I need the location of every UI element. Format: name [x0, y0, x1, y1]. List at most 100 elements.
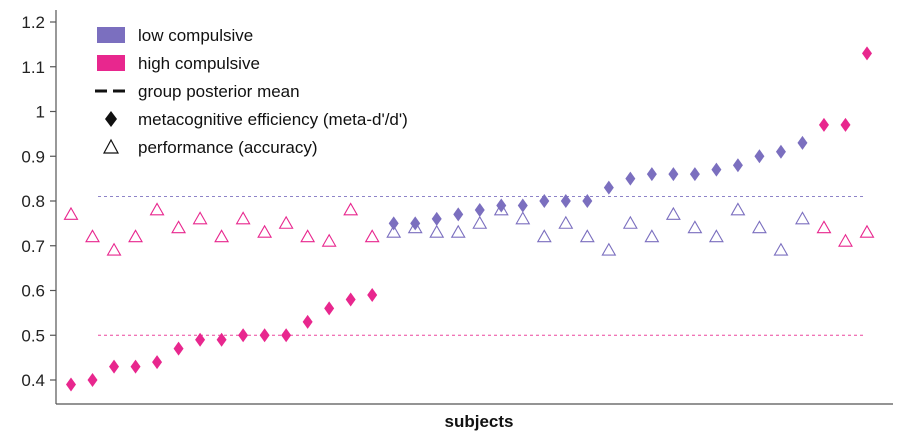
efficiency-point — [711, 162, 722, 177]
accuracy-point — [665, 206, 681, 220]
efficiency-point — [324, 301, 335, 316]
legend-label: low compulsive — [138, 26, 253, 45]
efficiency-point — [582, 194, 593, 208]
efficiency-point — [732, 158, 743, 173]
legend-swatch — [97, 55, 125, 71]
accuracy-point — [343, 202, 359, 216]
accuracy-point — [214, 229, 230, 243]
x-axis-label: subjects — [445, 412, 514, 431]
y-tick-label: 0.5 — [21, 326, 45, 345]
y-tick-label: 0.7 — [21, 237, 45, 256]
accuracy-point — [235, 211, 251, 225]
accuracy-point — [364, 229, 380, 243]
y-tick-label: 0.9 — [21, 147, 45, 166]
efficiency-point — [539, 194, 550, 208]
accuracy-point — [579, 229, 595, 243]
accuracy-point — [558, 215, 574, 229]
accuracy-point — [515, 211, 531, 225]
accuracy-point — [708, 229, 724, 243]
efficiency-point — [560, 194, 571, 208]
efficiency-point — [130, 359, 141, 374]
y-tick-label: 0.4 — [21, 371, 45, 390]
axes: 0.4 0.5 0.6 0.7 0.8 0.9 1 1.1 1.2 — [21, 10, 893, 405]
legend-label: group posterior mean — [138, 82, 300, 101]
accuracy-point — [106, 242, 122, 256]
efficiency-point — [668, 167, 679, 182]
efficiency-point — [818, 117, 829, 132]
efficiency-point — [410, 216, 421, 231]
legend-label: metacognitive efficiency (meta-d'/d') — [138, 110, 408, 129]
accuracy-point — [493, 202, 509, 216]
efficiency-point — [754, 149, 765, 164]
accuracy-point — [687, 220, 703, 234]
accuracy-point — [300, 229, 316, 243]
efficiency-point — [517, 198, 528, 213]
group-mean-lines — [98, 196, 866, 336]
efficiency-point — [474, 202, 485, 217]
y-tick-label: 1.1 — [21, 58, 45, 77]
efficiency-point — [603, 180, 614, 195]
efficiency-point — [431, 211, 442, 226]
efficiency-point — [281, 328, 292, 343]
accuracy-point — [773, 242, 789, 256]
efficiency-point — [388, 216, 399, 231]
accuracy-point — [795, 211, 810, 225]
accuracy-point — [622, 215, 638, 229]
efficiency-point — [646, 167, 657, 182]
efficiency-point — [216, 332, 227, 347]
legend-label: high compulsive — [138, 54, 260, 73]
y-tick-label: 1 — [36, 103, 45, 122]
accuracy-point — [85, 229, 100, 243]
efficiency-point — [775, 144, 786, 159]
accuracy-point — [192, 211, 208, 225]
accuracy-point — [751, 220, 767, 234]
y-tick-label: 0.8 — [21, 192, 45, 211]
efficiency-point — [345, 292, 356, 307]
accuracy-point — [278, 215, 294, 229]
accuracy-point — [149, 202, 165, 216]
efficiency-point — [173, 341, 184, 356]
accuracy-point — [838, 233, 853, 247]
efficiency-point — [862, 46, 872, 61]
accuracy-point — [536, 229, 552, 243]
efficiency-point — [195, 332, 206, 347]
accuracy-point — [450, 224, 466, 238]
accuracy-point — [63, 206, 79, 220]
accuracy-point — [171, 220, 187, 234]
legend: low compulsive high compulsive group poste… — [95, 26, 408, 157]
efficiency-point — [496, 198, 507, 213]
efficiency-point — [689, 167, 700, 182]
y-tick-label: 1.2 — [21, 13, 45, 32]
data-marks — [63, 46, 875, 392]
accuracy-point — [128, 229, 143, 243]
efficiency-point — [625, 171, 636, 186]
y-tick-label: 0.6 — [21, 282, 45, 301]
efficiency-point — [238, 328, 249, 343]
legend-swatch — [102, 138, 120, 154]
accuracy-point — [429, 224, 445, 238]
accuracy-point — [407, 220, 423, 234]
accuracy-point — [601, 242, 617, 256]
accuracy-point — [321, 233, 337, 247]
legend-label: performance (accuracy) — [138, 138, 318, 157]
accuracy-point — [816, 220, 832, 234]
efficiency-point — [152, 355, 163, 370]
accuracy-point — [386, 224, 402, 238]
legend-swatch — [97, 27, 125, 43]
efficiency-point — [302, 314, 313, 329]
efficiency-point — [367, 287, 378, 302]
efficiency-point — [797, 135, 808, 150]
efficiency-point — [87, 373, 98, 387]
efficiency-point — [259, 328, 270, 343]
accuracy-point — [472, 215, 488, 229]
legend-swatch — [105, 111, 117, 127]
efficiency-point — [840, 117, 851, 132]
efficiency-point — [109, 359, 120, 374]
efficiency-point — [453, 207, 464, 222]
efficiency-point — [66, 377, 76, 392]
accuracy-point — [859, 224, 875, 238]
accuracy-point — [730, 202, 746, 216]
accuracy-point — [644, 229, 660, 243]
accuracy-point — [257, 224, 273, 238]
